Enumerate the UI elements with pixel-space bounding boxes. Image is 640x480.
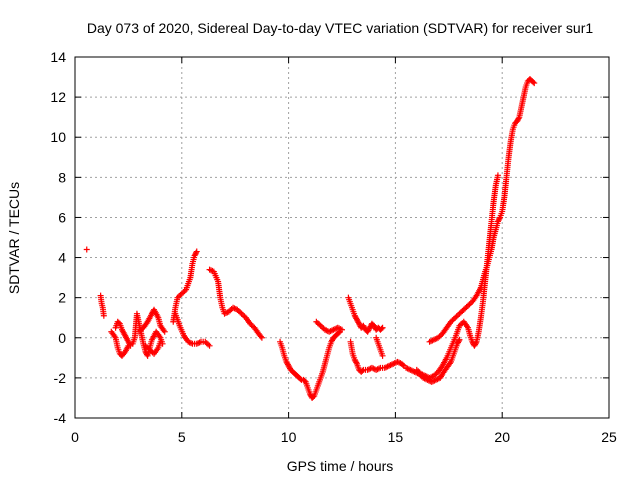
plot-frame [74, 56, 610, 419]
y-tick-label: 8 [58, 169, 66, 185]
data-point [530, 79, 537, 86]
data-point [157, 338, 164, 345]
data-point [310, 393, 317, 400]
y-tick-label: -2 [54, 370, 67, 386]
y-tick-label: 0 [58, 330, 66, 346]
x-tick-label: 20 [494, 429, 510, 445]
x-tick-label: 25 [601, 429, 617, 445]
x-tick-label: 0 [71, 429, 79, 445]
y-tick-label: 6 [58, 209, 66, 225]
y-tick-label: 14 [50, 49, 66, 65]
data-point [193, 248, 200, 255]
chart-title: Day 073 of 2020, Sidereal Day-to-day VTE… [87, 20, 593, 36]
grid [75, 57, 609, 418]
data-point [531, 80, 538, 87]
data-point [359, 367, 366, 374]
y-axis-label: SDTVAR / TECUs [6, 182, 22, 294]
data-point [206, 342, 213, 349]
x-tick-label: 5 [178, 429, 186, 445]
x-tick-label: 10 [281, 429, 297, 445]
data-point [126, 341, 133, 348]
y-tick-label: 2 [58, 290, 66, 306]
data-point [353, 359, 360, 366]
x-tick-label: 15 [388, 429, 404, 445]
data-point [378, 325, 385, 332]
data-point [339, 326, 345, 333]
data-point [83, 246, 90, 253]
data-point [257, 333, 264, 340]
data-points [83, 76, 538, 401]
data-point [297, 375, 304, 382]
data-point [455, 338, 462, 345]
data-point [115, 319, 122, 326]
x-axis-label: GPS time / hours [287, 458, 394, 474]
data-point [301, 377, 308, 384]
y-tick-label: 10 [50, 129, 66, 145]
data-point [100, 312, 107, 319]
data-point [379, 324, 386, 331]
data-point [379, 352, 386, 359]
data-point [193, 249, 200, 256]
y-tick-label: -4 [54, 410, 67, 426]
data-point [456, 336, 463, 343]
data-point [472, 340, 479, 347]
data-point [258, 334, 265, 341]
data-point [161, 328, 168, 335]
y-tick-label: 12 [50, 89, 66, 105]
y-tick-label: 4 [58, 250, 66, 266]
data-point [399, 361, 406, 368]
data-point [494, 172, 501, 179]
data-point [515, 115, 522, 122]
data-point [496, 215, 503, 222]
ticks: 0 5 10 15 20 25 -4 -2 0 2 4 6 8 10 12 14 [50, 49, 617, 445]
